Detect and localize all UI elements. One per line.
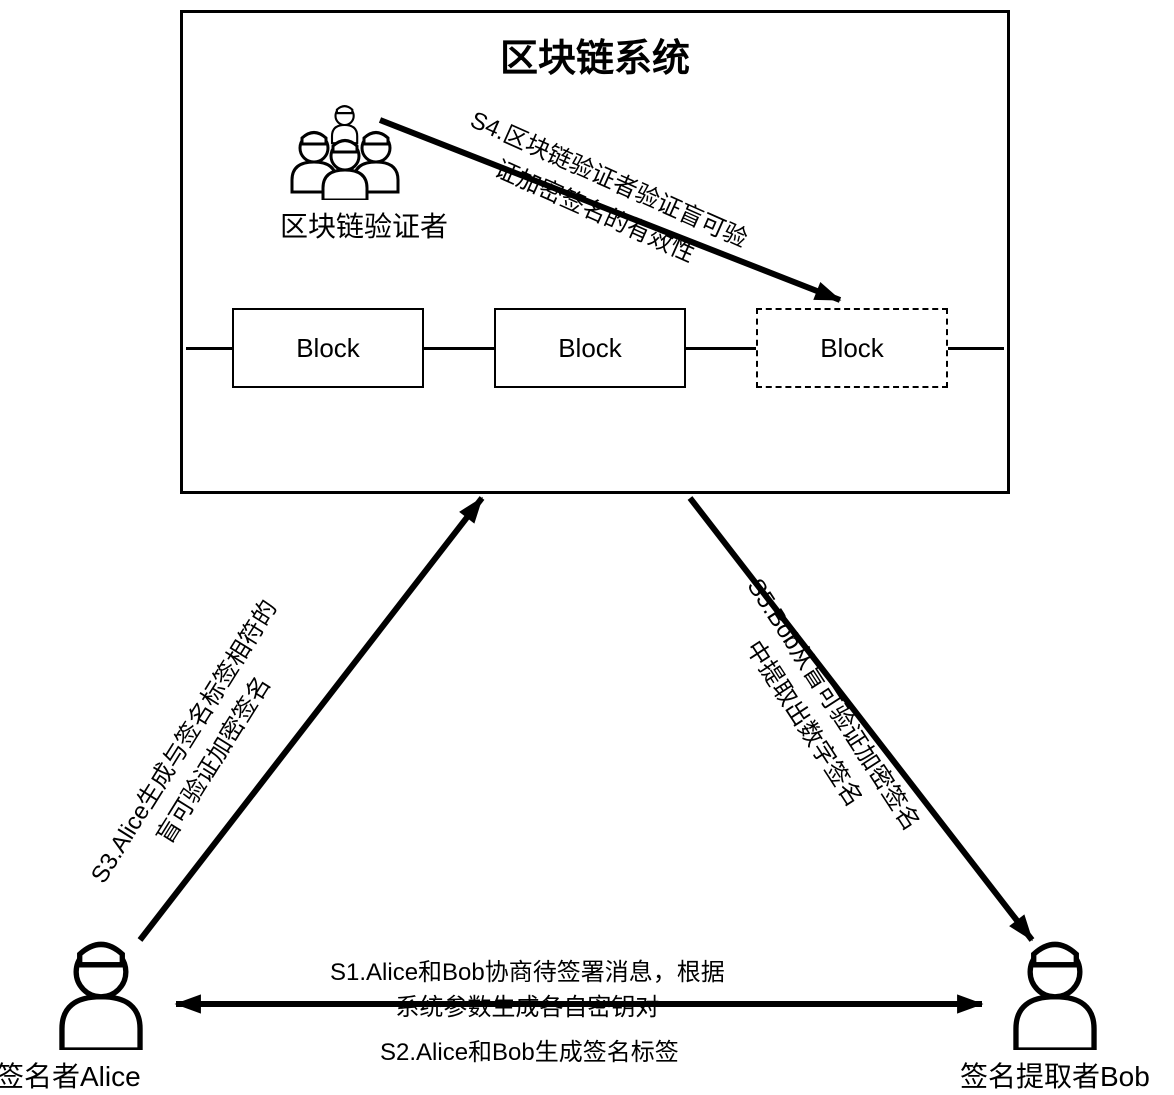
blockchain-system-box: 区块链系统 bbox=[180, 10, 1010, 494]
bob-label: 签名提取者Bob bbox=[960, 1055, 1150, 1095]
edge-s5-label: S5.Bob从盲可验证加密签名 中提取出数字签名 bbox=[711, 570, 930, 855]
block-label: Block bbox=[820, 333, 884, 364]
validators-icon bbox=[280, 100, 410, 200]
alice-actor: 签名者Alice bbox=[46, 940, 191, 1095]
blockchain-system-title: 区块链系统 bbox=[183, 27, 1007, 82]
block-label: Block bbox=[296, 333, 360, 364]
validators-group: 区块链验证者 bbox=[280, 100, 448, 245]
chain-line bbox=[186, 347, 232, 350]
chain-line bbox=[948, 347, 1004, 350]
block-1: Block bbox=[232, 308, 424, 388]
bob-actor: 签名提取者Bob bbox=[1000, 940, 1174, 1095]
block-label: Block bbox=[558, 333, 622, 364]
edge-s1-line1: S1.Alice和Bob协商待签署消息，根据 bbox=[330, 952, 725, 987]
chain-line bbox=[686, 347, 756, 350]
edge-s3-line2: 盲可验证加密签名 bbox=[110, 610, 314, 907]
edge-s3-line1: S3.Alice生成与签名标签相符的 bbox=[80, 592, 284, 889]
validators-label: 区块链验证者 bbox=[280, 205, 448, 245]
edge-s1-line2: 系统参数生成各自密钥对 bbox=[330, 987, 725, 1022]
block-3-pending: Block bbox=[756, 308, 948, 388]
person-icon bbox=[1000, 940, 1110, 1050]
edge-s1-label: S1.Alice和Bob协商待签署消息，根据 系统参数生成各自密钥对 bbox=[330, 952, 725, 1022]
block-2: Block bbox=[494, 308, 686, 388]
edge-s2-label: S2.Alice和Bob生成签名标签 bbox=[380, 1032, 679, 1067]
edge-s3-label: S3.Alice生成与签名标签相符的 盲可验证加密签名 bbox=[80, 592, 313, 907]
alice-label: 签名者Alice bbox=[0, 1055, 141, 1095]
person-icon bbox=[46, 940, 156, 1050]
chain-line bbox=[424, 347, 494, 350]
